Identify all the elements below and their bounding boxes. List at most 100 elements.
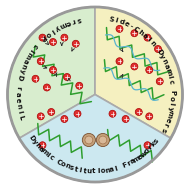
Circle shape	[39, 34, 46, 41]
Text: y: y	[54, 24, 61, 31]
Text: n: n	[20, 62, 27, 69]
Circle shape	[74, 110, 81, 117]
Text: c: c	[48, 154, 55, 161]
Text: i: i	[97, 168, 100, 174]
Text: o: o	[59, 161, 66, 168]
Text: y: y	[31, 139, 38, 146]
Text: m: m	[39, 147, 49, 157]
Circle shape	[156, 78, 163, 85]
Wedge shape	[19, 94, 171, 182]
Circle shape	[99, 136, 107, 144]
Circle shape	[85, 136, 93, 144]
Text: i: i	[29, 48, 35, 53]
Circle shape	[61, 115, 68, 122]
Text: l: l	[168, 102, 175, 105]
Text: a: a	[141, 32, 148, 40]
Circle shape	[72, 40, 79, 47]
Text: t: t	[82, 168, 87, 174]
Text: o: o	[169, 96, 175, 101]
Text: k: k	[150, 141, 158, 148]
Circle shape	[50, 67, 56, 74]
Circle shape	[63, 74, 70, 81]
Text: s: s	[68, 164, 74, 171]
Text: m: m	[165, 110, 173, 119]
Text: P: P	[169, 90, 175, 95]
Circle shape	[144, 34, 151, 41]
Text: a: a	[163, 63, 170, 70]
Text: l: l	[114, 165, 118, 172]
Text: a: a	[129, 158, 136, 165]
Text: r: r	[162, 122, 169, 127]
Text: n: n	[64, 163, 70, 170]
Circle shape	[154, 46, 162, 53]
Text: d: d	[118, 19, 125, 26]
Text: S: S	[108, 16, 114, 23]
Circle shape	[37, 58, 44, 65]
Text: e: e	[164, 116, 171, 123]
Text: s: s	[153, 137, 160, 144]
Text: i: i	[167, 75, 173, 79]
Text: a: a	[109, 166, 115, 173]
Circle shape	[116, 58, 123, 65]
Text: y: y	[18, 68, 25, 74]
Circle shape	[76, 82, 83, 89]
Text: n: n	[34, 142, 41, 150]
Text: t: t	[73, 166, 78, 172]
Circle shape	[48, 108, 55, 115]
Circle shape	[61, 34, 68, 41]
Text: c: c	[168, 79, 174, 84]
Circle shape	[131, 63, 138, 70]
Circle shape	[135, 108, 142, 115]
Text: s: s	[160, 126, 167, 133]
Text: l: l	[50, 27, 55, 34]
Text: i: i	[114, 17, 118, 24]
Text: r: r	[147, 144, 154, 151]
Text: a: a	[37, 145, 44, 153]
Text: P: P	[39, 33, 47, 41]
Circle shape	[32, 75, 39, 82]
Circle shape	[146, 113, 153, 120]
Text: a: a	[15, 92, 21, 96]
Text: r: r	[126, 160, 132, 167]
Text: y: y	[158, 53, 166, 60]
Text: i: i	[78, 167, 82, 173]
Circle shape	[37, 113, 44, 120]
Text: m: m	[58, 20, 67, 29]
Text: m: m	[24, 51, 33, 60]
Text: n: n	[161, 58, 168, 65]
Circle shape	[43, 84, 50, 91]
Circle shape	[39, 142, 46, 149]
Text: i: i	[17, 110, 23, 113]
Text: r: r	[71, 17, 76, 24]
Text: m: m	[132, 155, 141, 164]
Circle shape	[109, 110, 116, 117]
Text: D: D	[17, 73, 24, 80]
Text: F: F	[121, 162, 128, 169]
Wedge shape	[7, 7, 95, 138]
Text: e: e	[15, 97, 21, 102]
Circle shape	[116, 25, 123, 32]
Circle shape	[96, 133, 109, 146]
Text: e: e	[123, 21, 130, 28]
Circle shape	[146, 67, 153, 74]
Text: y: y	[167, 106, 174, 112]
Circle shape	[122, 115, 129, 122]
Circle shape	[50, 39, 56, 46]
Text: C: C	[55, 159, 63, 166]
Text: r: r	[15, 86, 21, 90]
Text: i: i	[146, 36, 152, 42]
Circle shape	[144, 142, 151, 149]
Text: w: w	[140, 149, 148, 158]
Text: o: o	[144, 147, 151, 155]
Text: n: n	[149, 40, 156, 47]
Text: m: m	[165, 67, 173, 76]
Text: C: C	[132, 26, 140, 33]
Text: e: e	[137, 153, 144, 160]
Text: a: a	[22, 57, 30, 64]
Text: -: -	[129, 23, 134, 30]
Text: o: o	[44, 30, 51, 38]
Text: h: h	[137, 29, 144, 36]
Text: e: e	[65, 19, 71, 26]
Text: o: o	[100, 168, 105, 174]
Circle shape	[131, 30, 138, 37]
